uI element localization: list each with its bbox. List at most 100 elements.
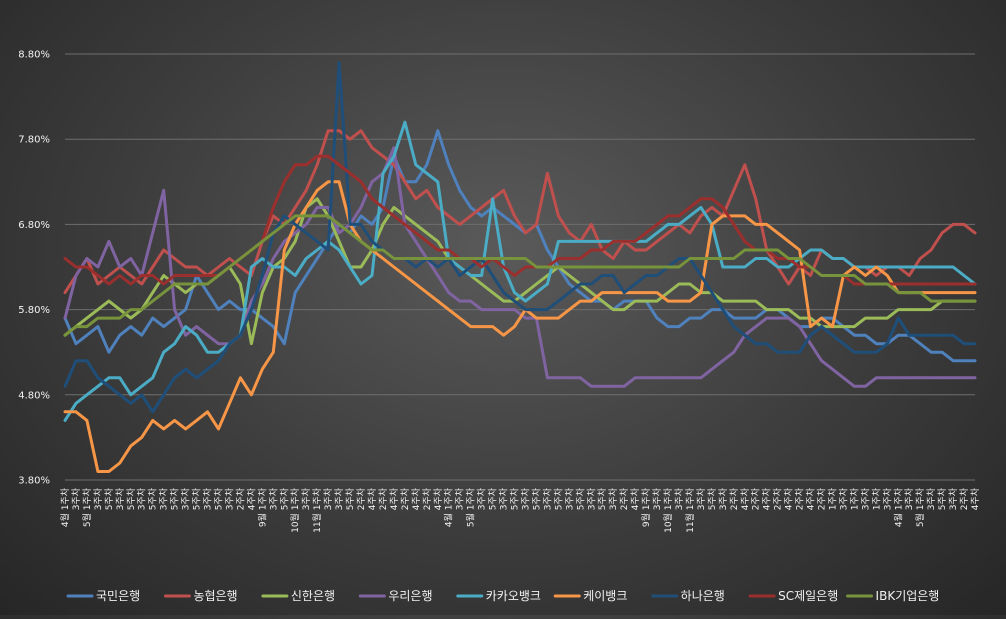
- y-tick-label: 3.80%: [18, 476, 50, 487]
- x-tick-label: 5주차: [125, 487, 137, 510]
- x-tick-label: 4주차: [388, 487, 400, 510]
- x-tick-label: 2주차: [377, 487, 389, 510]
- x-tick-label: 4월 1주차: [892, 487, 904, 527]
- x-tick-label: 4주차: [761, 487, 773, 510]
- x-tick-label: 3주차: [202, 487, 214, 510]
- x-tick-label: 3주차: [136, 487, 148, 510]
- x-tick-label: 3주차: [92, 487, 104, 510]
- x-tick-label: 3주차: [673, 487, 685, 510]
- x-tick-label: 2주차: [816, 487, 828, 510]
- x-tick-label: 2주차: [772, 487, 784, 510]
- x-tick-label: 5주차: [212, 487, 224, 510]
- legend-label: 국민은행: [96, 588, 140, 603]
- x-tick-label: 3주차: [180, 487, 192, 510]
- x-tick-label: 4주차: [629, 487, 641, 510]
- x-tick-label: 5주차: [191, 487, 203, 510]
- x-tick-label: 4월 1주차: [443, 487, 455, 527]
- x-tick-label: 4주차: [805, 487, 817, 510]
- x-tick-label: 5주차: [936, 487, 948, 510]
- x-tick-label: 3주차: [837, 487, 849, 510]
- y-tick-label: 8.80%: [18, 50, 50, 61]
- x-tick-label: 3주차: [541, 487, 553, 510]
- series-line-2: [63, 129, 977, 295]
- x-tick-label: 3주차: [333, 487, 345, 510]
- x-tick-label: 5주차: [169, 487, 181, 510]
- legend-label: 농협은행: [193, 588, 237, 603]
- x-tick-label: 2주차: [750, 487, 762, 510]
- x-axis: 4월 1주차 3주차 5월 1주차 3주차 5주차 3주차 5주차 3주차 5주차 3주차 5주차 3…: [59, 487, 981, 533]
- x-tick-label: 5주차: [103, 487, 115, 510]
- x-tick-label: 3주차: [585, 487, 597, 510]
- y-axis: 3.80% 4.80% 5.80% 6.80% 7.80% 8.80%: [18, 50, 50, 487]
- x-tick-label: 5주차: [487, 487, 499, 510]
- x-tick-label: 3주차: [158, 487, 170, 510]
- legend-label: SC제일은행: [778, 588, 838, 603]
- x-tick-label: 5주차: [552, 487, 564, 510]
- x-tick-label: 2주차: [421, 487, 433, 510]
- x-tick-label: 4월 1주차: [59, 487, 71, 527]
- x-tick-label: 3주차: [947, 487, 959, 510]
- y-tick-label: 6.80%: [18, 220, 50, 231]
- legend-label: 하나은행: [681, 588, 725, 603]
- x-tick-label: 3주차: [267, 487, 279, 510]
- x-tick-label: 5주차: [147, 487, 159, 510]
- x-tick-label: 3주차: [476, 487, 488, 510]
- x-tick-label: 5주차: [706, 487, 718, 510]
- series-line-5: [63, 120, 977, 422]
- x-tick-label: 4주차: [410, 487, 422, 510]
- x-tick-label: 3주차: [300, 487, 312, 510]
- x-tick-label: 10월 1주차: [662, 487, 674, 533]
- legend-label: 카카오뱅크: [486, 589, 541, 603]
- y-tick-label: 7.80%: [18, 135, 50, 146]
- x-tick-label: 5월 1주차: [914, 487, 926, 527]
- x-tick-label: 3주차: [519, 487, 531, 510]
- x-tick-label: 11월 1주차: [684, 487, 696, 533]
- legend: 국민은행 농협은행 신한은행 우리은행 카카오뱅크 케이뱅크 하나은행 SC제일은행 IBK기업…: [66, 588, 940, 603]
- x-tick-label: 4주차: [783, 487, 795, 510]
- x-tick-label: 5주차: [596, 487, 608, 510]
- x-tick-label: 3주차: [70, 487, 82, 510]
- x-tick-label: 1주차: [848, 487, 860, 510]
- x-tick-label: 3주차: [607, 487, 619, 510]
- x-tick-label: 3주차: [859, 487, 871, 510]
- legend-label: 우리은행: [388, 588, 432, 603]
- x-tick-label: 3주차: [903, 487, 915, 510]
- series-line-9: [63, 214, 977, 337]
- x-tick-label: 3주차: [881, 487, 893, 510]
- x-tick-label: 3주차: [925, 487, 937, 510]
- x-tick-label: 2주차: [728, 487, 740, 510]
- x-tick-label: 4주차: [739, 487, 751, 510]
- x-tick-label: 2주차: [399, 487, 411, 510]
- x-tick-label: 3주차: [695, 487, 707, 510]
- legend-label: 케이뱅크: [583, 589, 627, 603]
- grid-layer: [65, 53, 975, 481]
- x-tick-label: 5주차: [344, 487, 356, 510]
- series-line-4: [63, 146, 977, 388]
- x-tick-label: 2주차: [958, 487, 970, 510]
- x-tick-label: 5월 1주차: [465, 487, 477, 527]
- x-tick-label: 5주차: [278, 487, 290, 510]
- x-tick-label: 2주차: [618, 487, 630, 510]
- y-tick-label: 4.80%: [18, 390, 50, 401]
- x-tick-label: 9월 1주차: [640, 487, 652, 527]
- x-tick-label: 3주차: [223, 487, 235, 510]
- x-tick-label: 2주차: [234, 487, 246, 510]
- x-tick-label: 3주차: [563, 487, 575, 510]
- x-tick-label: 4주차: [245, 487, 257, 510]
- series-line-8: [63, 154, 977, 286]
- legend-label: IBK기업은행: [876, 588, 940, 603]
- series-line-7: [63, 61, 977, 414]
- x-tick-label: 4주차: [969, 487, 981, 510]
- series-layer: [63, 61, 977, 473]
- x-tick-label: 9월 1주차: [256, 487, 268, 527]
- x-tick-label: 4주차: [432, 487, 444, 510]
- legend-label: 신한은행: [291, 588, 335, 603]
- x-tick-label: 1주차: [826, 487, 838, 510]
- x-tick-label: 5월 1주차: [81, 487, 93, 527]
- x-tick-label: 3주차: [322, 487, 334, 510]
- y-tick-label: 5.80%: [18, 305, 50, 316]
- x-tick-label: 5주차: [530, 487, 542, 510]
- x-tick-label: 3주차: [114, 487, 126, 510]
